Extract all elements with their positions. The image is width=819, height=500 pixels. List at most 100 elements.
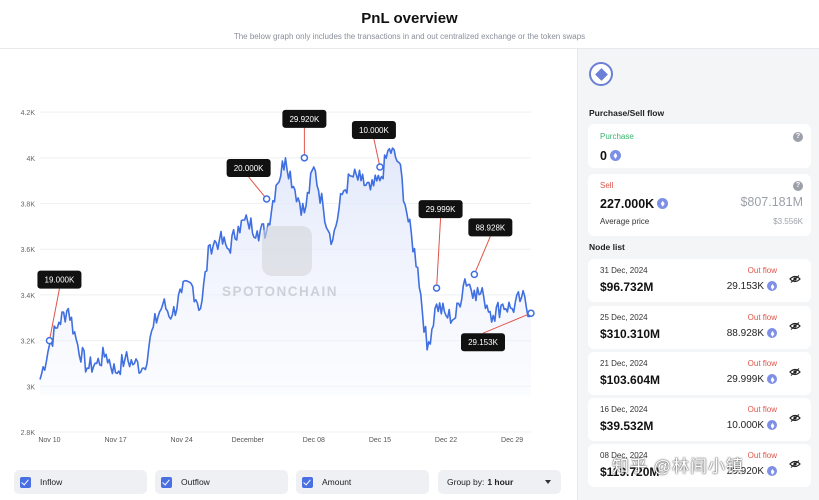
- node-item[interactable]: 16 Dec, 2024 $39.532M Out flow 10.000K: [588, 398, 811, 441]
- eye-off-icon[interactable]: [789, 414, 801, 422]
- y-tick-label: 4K: [26, 156, 35, 163]
- node-value: 29.920K: [726, 466, 764, 477]
- sell-value: 227.000K: [600, 197, 655, 211]
- eye-off-icon[interactable]: [789, 460, 801, 468]
- zhihu-watermark: 知乎 @林间小镇: [612, 457, 744, 476]
- annotation-leader: [48, 288, 60, 341]
- node-value: 88.928K: [726, 328, 764, 339]
- node-list-title: Node list: [589, 242, 625, 252]
- info-icon[interactable]: ?: [793, 132, 803, 142]
- average-price-value: $3.556K: [773, 217, 803, 226]
- eye-off-icon[interactable]: [789, 322, 801, 330]
- node-flow: Out flow: [747, 405, 777, 414]
- x-tick-label: Dec 15: [369, 437, 391, 444]
- annotation-point: [45, 336, 54, 345]
- ethereum-coin-icon: [767, 374, 777, 385]
- purchase-value: 0: [600, 149, 607, 163]
- annotation-leader: [473, 236, 491, 275]
- annotation-leader: [373, 138, 381, 168]
- annotation-box: [351, 120, 396, 139]
- inflow-checkbox[interactable]: [20, 476, 31, 488]
- node-amount: $39.532M: [600, 419, 654, 433]
- group-by-label: Group by:: [447, 477, 485, 487]
- x-tick-label: Nov 17: [104, 437, 126, 444]
- inflow-toggle[interactable]: Inflow: [14, 470, 147, 494]
- node-amount: $119.720M: [600, 465, 660, 479]
- ethereum-coin-icon: [609, 150, 621, 162]
- inflow-label: Inflow: [40, 477, 63, 487]
- ethereum-coin-icon: [657, 198, 669, 210]
- y-tick-label: 2.8K: [21, 430, 36, 437]
- x-tick-label: Nov 24: [171, 437, 193, 444]
- average-price-label: Average price: [600, 217, 650, 226]
- header-divider: [0, 48, 819, 49]
- annotation-point: [527, 309, 535, 317]
- node-item[interactable]: 31 Dec, 2024 $96.732M Out flow 29.153K: [588, 259, 811, 302]
- group-by-select[interactable]: Group by: 1 hour: [438, 470, 561, 494]
- annotation-leader: [482, 312, 532, 334]
- page-header: PnL overview The below graph only includ…: [0, 0, 819, 50]
- x-tick-label: Dec 29: [501, 437, 523, 444]
- spotonchain-logo-watermark: [262, 226, 312, 276]
- purchase-card: Purchase ? 0: [588, 124, 811, 168]
- node-date: 21 Dec, 2024: [600, 359, 648, 368]
- node-date: 16 Dec, 2024: [600, 405, 648, 414]
- node-flow: Out flow: [747, 266, 777, 275]
- ethereum-coin-icon: [767, 420, 777, 431]
- annotation-label: 29.999K: [426, 205, 456, 214]
- y-tick-label: 3.4K: [21, 293, 36, 300]
- outflow-toggle[interactable]: Outflow: [155, 470, 288, 494]
- node-value: 29.999K: [726, 374, 764, 385]
- y-tick-label: 3.2K: [21, 339, 36, 346]
- eye-off-icon[interactable]: [789, 368, 801, 376]
- sell-label: Sell: [600, 181, 614, 190]
- ethereum-coin-icon: [767, 281, 777, 292]
- annotation-point: [376, 163, 384, 171]
- annotation-point: [432, 284, 441, 292]
- series-line: [39, 147, 532, 380]
- page-title: PnL overview: [361, 10, 458, 27]
- annotation-box: [468, 218, 513, 237]
- node-item[interactable]: 25 Dec, 2024 $310.310M Out flow 88.928K: [588, 306, 811, 349]
- annotation-box: [461, 333, 505, 352]
- eye-off-icon[interactable]: [789, 275, 801, 283]
- node-item[interactable]: 21 Dec, 2024 $103.604M Out flow 29.999K: [588, 352, 811, 395]
- node-date: 08 Dec, 2024: [600, 451, 648, 460]
- x-tick-label: Nov 10: [38, 437, 60, 444]
- spotonchain-watermark-text: SPOTONCHAIN: [222, 284, 339, 299]
- sell-card: Sell ? 227.000K $807.181M Average price …: [588, 174, 811, 236]
- outflow-label: Outflow: [181, 477, 210, 487]
- node-date: 25 Dec, 2024: [600, 313, 648, 322]
- chevron-down-icon: [545, 480, 551, 484]
- node-value: 29.153K: [726, 281, 764, 292]
- node-value: 10.000K: [726, 420, 764, 431]
- annotation-label: 19.000K: [45, 276, 75, 285]
- y-tick-label: 4.2K: [21, 110, 36, 117]
- annotation-box: [282, 109, 327, 128]
- annotation-leader: [248, 176, 268, 200]
- info-icon[interactable]: ?: [793, 181, 803, 191]
- amount-toggle[interactable]: Amount: [296, 470, 429, 494]
- sidebar: Purchase/Sell flow Purchase ? 0 Sell ? 2…: [577, 49, 819, 500]
- annotation-point: [262, 195, 271, 203]
- annotation-label: 20.000K: [234, 164, 264, 173]
- x-tick-label: December: [232, 437, 265, 444]
- ethereum-icon: [589, 62, 613, 86]
- x-tick-label: Dec 22: [435, 437, 457, 444]
- y-tick-label: 3K: [26, 384, 35, 391]
- ethereum-coin-icon: [767, 466, 777, 477]
- chart-controls: Inflow Outflow Amount Group by: 1 hour: [0, 470, 577, 496]
- outflow-checkbox[interactable]: [161, 476, 172, 488]
- page-subtitle: The below graph only includes the transa…: [233, 32, 586, 41]
- node-item[interactable]: 08 Dec, 2024 $119.720M Out flow 29.920K: [588, 444, 811, 487]
- node-flow: Out flow: [747, 451, 777, 460]
- node-flow: Out flow: [747, 359, 777, 368]
- y-tick-label: 3.8K: [21, 202, 36, 209]
- amount-checkbox[interactable]: [302, 476, 313, 488]
- annotation-point: [470, 270, 479, 279]
- annotation-leader: [436, 218, 442, 289]
- annotation-label: 88.928K: [475, 223, 505, 232]
- y-tick-label: 3.6K: [21, 247, 36, 254]
- annotation-label: 10.000K: [359, 126, 389, 135]
- ethereum-coin-icon: [767, 328, 777, 339]
